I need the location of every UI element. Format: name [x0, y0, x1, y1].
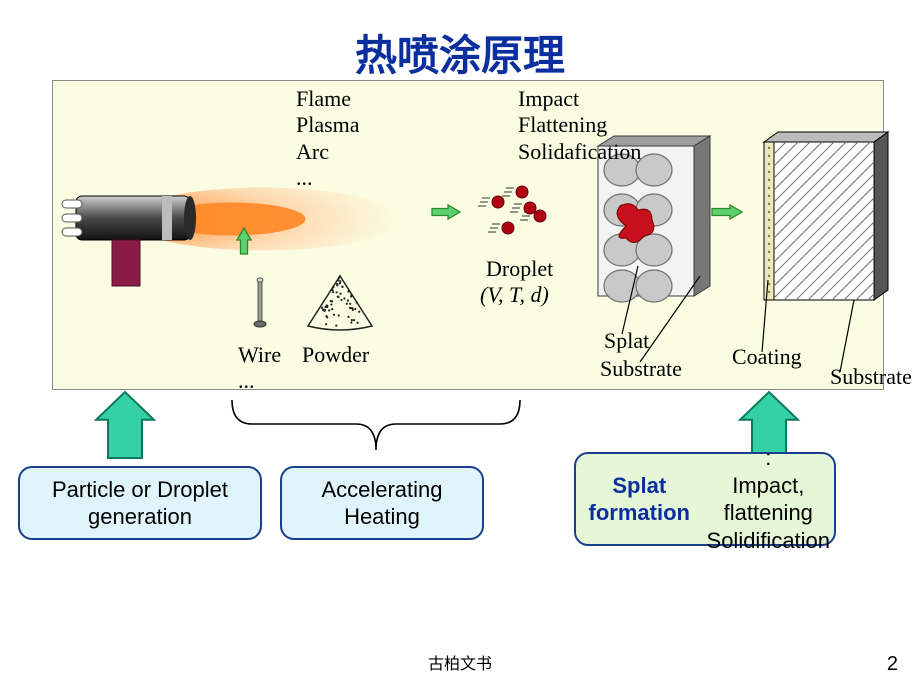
- footer-text: 古柏文书: [0, 650, 920, 674]
- curly-brace: [0, 0, 920, 690]
- box-particle-generation: Particle or Dropletgeneration: [18, 466, 262, 540]
- box-accelerating-heating: AcceleratingHeating: [280, 466, 484, 540]
- box-splat-formation: Splat formation:Impact, flatteningSolidi…: [574, 452, 836, 546]
- page-number: 2: [887, 653, 898, 676]
